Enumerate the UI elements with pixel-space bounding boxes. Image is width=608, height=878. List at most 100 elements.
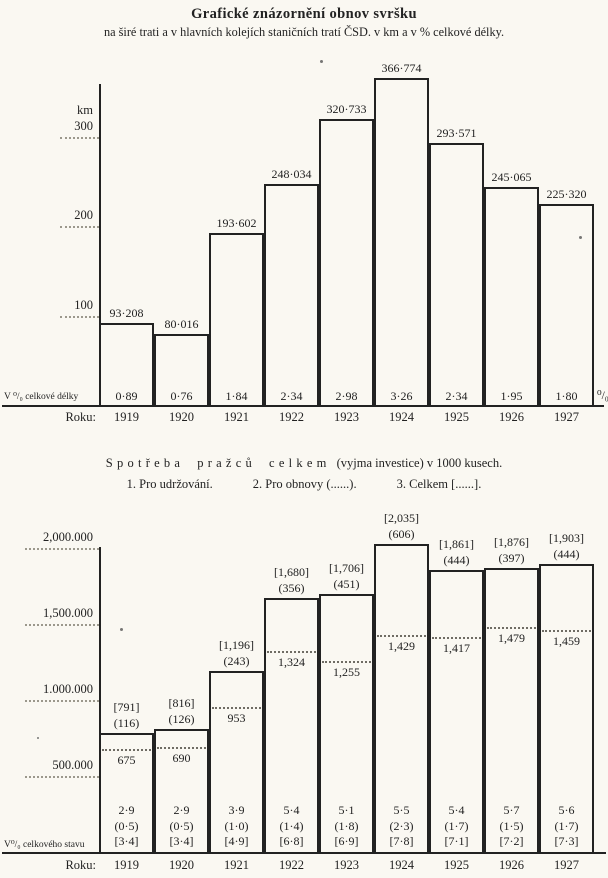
percent-cell: 5·1 (1·8) [6·9] [334, 803, 359, 848]
year-cell: 1922 [279, 858, 304, 872]
legend-item-celkem: 3. Celkem [......]. [396, 477, 482, 491]
year-cell: 1923 [334, 410, 359, 424]
sleeper-chart-legend: 1. Pro udržování. 2. Pro obnovy (......)… [0, 477, 608, 492]
maintenance-label: 1,417 [443, 640, 470, 655]
percent-cell: 5·4 (1·4) [6·8] [279, 803, 304, 848]
bar-1926 [484, 567, 539, 853]
y-tick-label: 2,000.000 [43, 530, 93, 544]
maintenance-label: 953 [227, 711, 246, 726]
baseline-rule [2, 405, 604, 407]
maintenance-level-line [487, 627, 536, 630]
track-renewals-chart-title: Grafické znázornění obnov svršku [191, 6, 417, 22]
bar-1921 [209, 232, 264, 406]
total-label: [1,903] [549, 530, 584, 545]
year-cell: 1924 [389, 410, 414, 424]
maintenance-label: 690 [172, 751, 191, 766]
percent-cell: 3·26 [390, 389, 413, 403]
renewals-label: (116) [113, 715, 140, 730]
y-tick-gridline [25, 776, 99, 778]
scan-speck [579, 236, 582, 239]
bar-value-label: 245·065 [491, 169, 532, 184]
total-label: [791] [113, 699, 140, 714]
renewals-label: (397) [498, 550, 525, 565]
renewals-label: (606) [388, 526, 415, 541]
year-cell: 1924 [389, 858, 414, 872]
bar-1922 [264, 597, 319, 853]
bar-value-label: 80·016 [164, 317, 199, 332]
bar-1925 [429, 143, 484, 406]
maintenance-label: 1,429 [388, 638, 415, 653]
y-tick-label: 1.000.000 [43, 682, 93, 696]
total-label: [1,196] [219, 638, 254, 653]
bar-1921 [209, 671, 264, 853]
year-cell: 1921 [224, 410, 249, 424]
year-cell: 1927 [554, 858, 579, 872]
percent-row-label: V⁰/₀ celkového stavu [4, 840, 85, 850]
maintenance-label: 1,479 [498, 631, 525, 646]
track-renewals-chart-subtitle: na širé trati a v hlavních kolejích stan… [103, 25, 505, 39]
y-tick-label: 500.000 [52, 758, 93, 772]
bar-1924 [374, 77, 429, 406]
year-cell: 1919 [114, 858, 139, 872]
year-cell: 1921 [224, 858, 249, 872]
percent-cell: 5·5 (2·3) [7·8] [389, 803, 414, 848]
sleeper-chart-title-rest: (vyjma investice) v 1000 kusech. [336, 456, 503, 470]
y-tick-gridline [60, 226, 99, 228]
year-cell: 1926 [499, 858, 524, 872]
sleeper-chart-title-spaced: Spotřeba pražců celkem [105, 456, 331, 470]
maintenance-level-line [157, 747, 206, 750]
total-label: [1,680] [274, 564, 309, 579]
bar-1925 [429, 570, 484, 853]
year-cell: 1927 [554, 410, 579, 424]
year-cell: 1920 [169, 410, 194, 424]
renewals-label: (126) [168, 711, 195, 726]
maintenance-level-line [432, 636, 481, 639]
renewals-label: (444) [553, 546, 580, 561]
bar-1919 [99, 322, 154, 406]
year-cell: 1920 [169, 858, 194, 872]
baseline-rule [2, 852, 606, 854]
year-cell: 1925 [444, 410, 469, 424]
total-label: [816] [168, 695, 195, 710]
year-cell: 1919 [114, 410, 139, 424]
maintenance-level-line [212, 707, 261, 710]
percent-cell: 2·34 [280, 389, 303, 403]
percent-cell: 5·6 (1·7) [7·3] [554, 803, 579, 848]
y-axis [99, 84, 101, 406]
maintenance-level-line [102, 749, 151, 752]
bar-1924 [374, 543, 429, 853]
bar-value-label: 366·774 [381, 60, 422, 75]
maintenance-level-line [267, 650, 316, 653]
maintenance-label: 675 [117, 753, 136, 768]
bar-1919 [99, 732, 154, 853]
maintenance-label: 1,324 [278, 654, 305, 669]
percent-cell: 1·95 [500, 389, 523, 403]
scan-speck [37, 737, 39, 739]
legend-item-obnovy: 2. Pro obnovy (......). [252, 477, 357, 491]
maintenance-label: 1,255 [333, 665, 360, 680]
renewals-label: (444) [443, 553, 470, 568]
renewals-label: (356) [278, 580, 305, 595]
percent-cell: 0·76 [170, 389, 193, 403]
bar-1927 [539, 563, 594, 853]
bar-1926 [484, 186, 539, 406]
bar-value-label: 320·733 [326, 101, 367, 116]
total-label: [2,035] [384, 510, 419, 525]
y-tick-gridline [60, 315, 99, 318]
y-tick-label: 100 [74, 297, 93, 312]
bar-value-label: 225·320 [546, 187, 587, 202]
scan-speck [320, 60, 323, 63]
percent-cell: 5·4 (1·7) [7·1] [444, 803, 469, 848]
y-tick-gridline [25, 624, 99, 626]
y-tick-gridline [25, 700, 99, 702]
y-axis-unit-label: km [77, 102, 93, 117]
percent-cell: 1·80 [555, 389, 578, 403]
y-tick-label: 300 [74, 118, 93, 133]
y-tick-label: 1,500.000 [43, 606, 93, 620]
total-label: [1,861] [439, 537, 474, 552]
year-cell: 1925 [444, 858, 469, 872]
percent-row-label: V ⁰/₀ celkové délky [4, 392, 79, 402]
